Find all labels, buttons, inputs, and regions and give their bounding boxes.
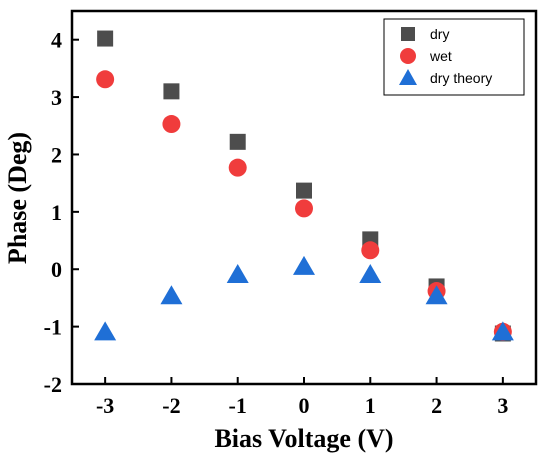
- y-tick-label-1: 1: [51, 200, 62, 225]
- y-tick-label-4: 4: [51, 28, 62, 53]
- point-dry-theory-1: [226, 263, 249, 283]
- legend-marker-dry-theory: [399, 69, 417, 85]
- legend: dry wet dry theory: [383, 18, 525, 96]
- y-axis-title: Phase (Deg): [3, 132, 32, 264]
- point-wet-1: [361, 241, 380, 260]
- x-axis-title: Bias Voltage (V): [214, 424, 393, 453]
- point-dry-theory-2: [425, 285, 448, 305]
- data-markers: [94, 30, 514, 342]
- x-tick-label-0: 0: [299, 393, 310, 418]
- point-wet-1: [228, 158, 247, 177]
- x-tick-label-2: 2: [431, 393, 442, 418]
- point-dry-theory-3: [94, 321, 117, 341]
- x-tick-label-3: 3: [497, 393, 508, 418]
- y-tick-label-0: 0: [51, 257, 62, 282]
- y-tick-label-1: -1: [44, 315, 62, 340]
- point-dry-3: [97, 30, 114, 47]
- point-wet-3: [96, 70, 115, 89]
- legend-label-wet: wet: [429, 48, 452, 64]
- y-tick-label-3: 3: [51, 85, 62, 110]
- legend-label-dry-theory: dry theory: [430, 70, 492, 86]
- point-wet-0: [295, 199, 313, 218]
- point-dry-2: [163, 83, 180, 100]
- point-dry-theory-0: [293, 255, 315, 275]
- point-dry-0: [296, 182, 312, 199]
- point-dry-theory-3: [491, 321, 514, 341]
- point-wet-2: [162, 115, 181, 134]
- point-dry-theory-2: [160, 285, 183, 305]
- axis-ticks: [72, 38, 504, 385]
- tick-labels: -3 -2 -1 0 1 2 3 -2 -1 0 1 2 3 4: [44, 28, 509, 418]
- y-tick-label-2: -2: [44, 372, 62, 397]
- point-dry-1: [229, 133, 246, 150]
- legend-label-dry: dry: [430, 26, 449, 42]
- x-tick-label-3: -3: [96, 393, 114, 418]
- x-tick-label-1: -1: [229, 393, 247, 418]
- x-tick-label-2: -2: [162, 393, 180, 418]
- legend-marker-dry: [401, 27, 415, 41]
- y-tick-label-2: 2: [51, 142, 62, 167]
- x-tick-label-1: 1: [365, 393, 376, 418]
- legend-marker-wet: [400, 48, 416, 64]
- point-dry-theory-1: [359, 263, 382, 283]
